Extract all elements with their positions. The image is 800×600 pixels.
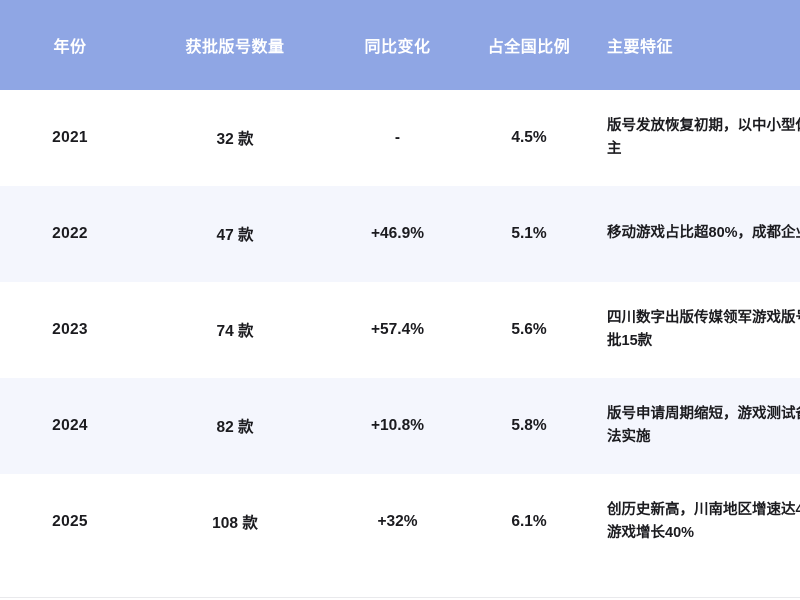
bottom-divider (0, 597, 800, 598)
cell-share: 5.1% (511, 225, 547, 242)
cell-feature: 移动游戏占比超80%，成都企业主导 (607, 225, 800, 242)
column-header-yoy: 同比变化 (364, 39, 431, 56)
table-body: 2021 32 款 - 4.5% 版号发放恢复初期，以中小型休闲游戏为主 202… (0, 90, 800, 570)
cell-year: 2022 (52, 225, 88, 242)
cell-yoy: +10.8% (370, 417, 424, 434)
column-header-share: 占全国比例 (487, 39, 571, 56)
cell-count: 82 款 (216, 419, 254, 436)
cell-yoy: +32% (377, 513, 418, 530)
table-row: 2022 47 款 +46.9% 5.1% 移动游戏占比超80%，成都企业主导 (0, 186, 800, 282)
cell-share: 5.6% (511, 321, 547, 338)
table-row: 2021 32 款 - 4.5% 版号发放恢复初期，以中小型休闲游戏为主 (0, 90, 800, 186)
cell-count: 32 款 (216, 131, 254, 148)
header-row: 年份 获批版号数量 同比变化 占全国比例 主要特征 (0, 0, 800, 90)
cell-share: 4.5% (511, 129, 547, 146)
cell-share: 6.1% (511, 513, 547, 530)
cell-yoy: +46.9% (370, 225, 424, 242)
cell-year: 2021 (52, 129, 88, 146)
table-header: 年份 获批版号数量 同比变化 占全国比例 主要特征 (0, 0, 800, 90)
table-row: 2025 108 款 +32% 6.1% 创历史新高，川南地区增速达45%，多端… (0, 474, 800, 570)
cell-feature: 创历史新高，川南地区增速达45%，多端游戏增长40% (607, 501, 800, 541)
cell-count: 74 款 (216, 323, 254, 340)
cell-year: 2025 (52, 513, 88, 530)
cell-year: 2024 (52, 417, 88, 434)
cell-yoy: +57.4% (370, 321, 424, 338)
column-header-year: 年份 (53, 39, 87, 56)
cell-count: 47 款 (216, 227, 254, 244)
license-approval-table: 年份 获批版号数量 同比变化 占全国比例 主要特征 2021 32 款 - 4.… (0, 0, 800, 570)
cell-year: 2023 (52, 321, 88, 338)
cell-feature: 四川数字出版传媒领军游戏版号业务，获批15款 (607, 309, 800, 349)
cell-share: 5.8% (511, 417, 547, 434)
column-header-count: 获批版号数量 (185, 39, 285, 56)
table-row: 2023 74 款 +57.4% 5.6% 四川数字出版传媒领军游戏版号业务，获… (0, 282, 800, 378)
cell-feature: 版号发放恢复初期，以中小型休闲游戏为主 (607, 117, 800, 157)
cell-feature: 版号申请周期缩短，游戏测试备案管理办法实施 (607, 405, 800, 445)
column-header-feature: 主要特征 (607, 39, 674, 56)
cell-yoy: - (394, 129, 401, 146)
table-row: 2024 82 款 +10.8% 5.8% 版号申请周期缩短，游戏测试备案管理办… (0, 378, 800, 474)
cell-count: 108 款 (212, 515, 258, 532)
